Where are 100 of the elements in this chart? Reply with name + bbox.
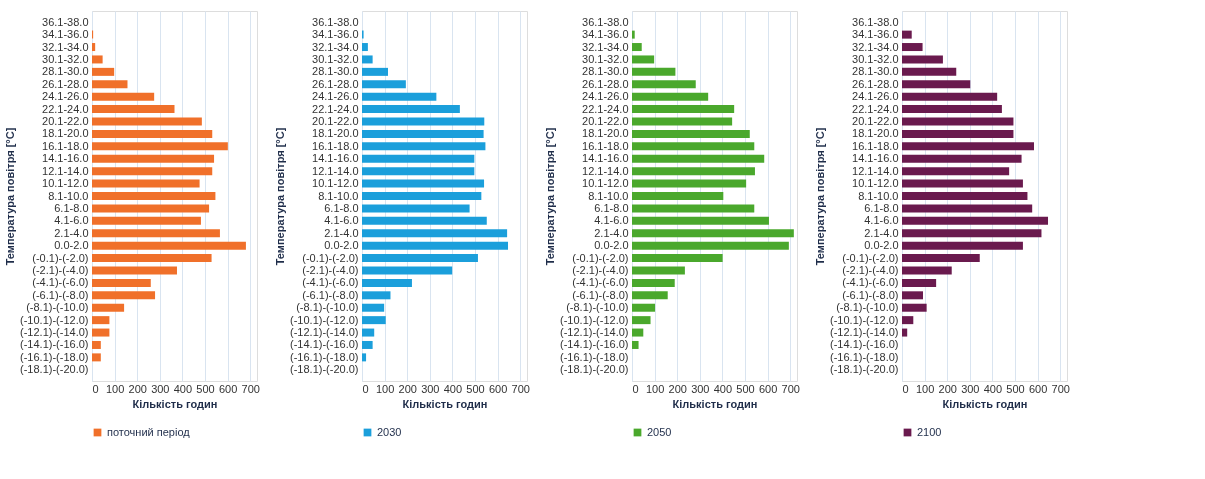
y-tick-label: (-16.1)-(-18.0) bbox=[290, 350, 359, 363]
y-tick-label: (-10.1)-(-12.0) bbox=[560, 313, 629, 326]
y-tick-label: 10.1-12.0 bbox=[582, 177, 629, 190]
bar bbox=[92, 216, 201, 225]
y-axis-title: Температура повітря [°C] bbox=[274, 127, 287, 266]
x-tick-label: 200 bbox=[938, 382, 957, 395]
bar bbox=[902, 229, 1042, 238]
y-tick-label: 14.1-16.0 bbox=[312, 152, 359, 165]
y-tick-label: 4.1-6.0 bbox=[54, 214, 89, 227]
y-tick-label: 16.1-18.0 bbox=[312, 139, 359, 152]
y-tick-label: 14.1-16.0 bbox=[582, 152, 629, 165]
bar bbox=[362, 204, 470, 213]
bar bbox=[632, 266, 685, 275]
y-tick-label: 28.1-30.0 bbox=[582, 65, 629, 78]
x-axis-title: Кількість годин bbox=[942, 397, 1028, 410]
bar bbox=[92, 340, 101, 349]
bar bbox=[902, 204, 1033, 213]
bar bbox=[902, 55, 943, 64]
bar bbox=[362, 291, 391, 300]
bar bbox=[362, 266, 453, 275]
y-tick-label: 8.1-10.0 bbox=[588, 189, 629, 202]
bar bbox=[902, 216, 1049, 225]
x-tick-label: 600 bbox=[1028, 382, 1048, 395]
y-tick-label: (-14.1)-(-16.0) bbox=[560, 338, 629, 351]
y-axis-title: Температура повітря [°C] bbox=[4, 127, 17, 266]
bar bbox=[92, 43, 96, 52]
bar bbox=[92, 241, 246, 250]
y-tick-label: (-16.1)-(-18.0) bbox=[20, 350, 89, 363]
y-tick-label: 24.1-26.0 bbox=[852, 90, 899, 103]
x-tick-label: 700 bbox=[781, 382, 800, 395]
x-tick-label: 400 bbox=[983, 382, 1003, 395]
y-tick-label: 32.1-34.0 bbox=[852, 40, 899, 53]
y-tick-label: 22.1-24.0 bbox=[582, 102, 629, 115]
bar bbox=[362, 192, 482, 200]
bar bbox=[92, 316, 110, 325]
bar bbox=[362, 328, 375, 337]
x-tick-label: 0 bbox=[362, 382, 369, 395]
y-tick-label: 4.1-6.0 bbox=[594, 214, 629, 227]
y-tick-label: 2.1-4.0 bbox=[54, 226, 89, 239]
y-tick-label: 12.1-14.0 bbox=[312, 164, 359, 177]
y-tick-label: 20.1-22.0 bbox=[852, 115, 899, 128]
y-tick-label: (-4.1)-(-6.0) bbox=[842, 276, 899, 289]
bar bbox=[362, 167, 475, 176]
x-tick-label: 600 bbox=[488, 382, 508, 395]
x-tick-label: 400 bbox=[173, 382, 193, 395]
bar bbox=[902, 129, 1014, 138]
bar bbox=[92, 192, 216, 200]
bar bbox=[632, 105, 735, 114]
y-tick-label: 8.1-10.0 bbox=[318, 189, 359, 202]
y-tick-label: 30.1-32.0 bbox=[312, 52, 359, 65]
bar bbox=[92, 67, 115, 76]
y-tick-label: 26.1-28.0 bbox=[582, 77, 629, 90]
x-tick-label: 400 bbox=[713, 382, 733, 395]
x-tick-label: 500 bbox=[196, 382, 215, 395]
bar bbox=[92, 204, 210, 213]
x-tick-label: 200 bbox=[398, 382, 417, 395]
bar bbox=[362, 80, 406, 89]
y-tick-label: 28.1-30.0 bbox=[312, 65, 359, 78]
bar bbox=[632, 254, 723, 263]
x-tick-label: 100 bbox=[915, 382, 935, 395]
y-tick-label: 10.1-12.0 bbox=[852, 177, 899, 190]
bar bbox=[902, 303, 927, 312]
y-tick-label: (-6.1)-(-8.0) bbox=[32, 288, 89, 301]
y-tick-label: (-12.1)-(-14.0) bbox=[20, 326, 89, 339]
y-tick-label: (-8.1)-(-10.0) bbox=[296, 301, 359, 314]
x-tick-label: 200 bbox=[128, 382, 147, 395]
y-tick-label: (-4.1)-(-6.0) bbox=[572, 276, 629, 289]
bar bbox=[92, 142, 228, 151]
bar bbox=[632, 43, 642, 52]
y-tick-label: 30.1-32.0 bbox=[42, 52, 89, 65]
bar bbox=[92, 117, 202, 126]
y-tick-label: (-18.1)-(-20.0) bbox=[20, 363, 89, 376]
x-tick-label: 300 bbox=[961, 382, 980, 395]
bar bbox=[632, 216, 769, 225]
y-tick-label: (-0.1)-(-2.0) bbox=[302, 251, 359, 264]
y-tick-label: (-10.1)-(-12.0) bbox=[830, 313, 899, 326]
y-tick-label: (-12.1)-(-14.0) bbox=[560, 326, 629, 339]
bar bbox=[362, 216, 487, 225]
y-tick-label: 20.1-22.0 bbox=[42, 115, 89, 128]
x-tick-label: 600 bbox=[758, 382, 778, 395]
y-tick-label: 30.1-32.0 bbox=[582, 52, 629, 65]
bar bbox=[902, 291, 924, 300]
y-tick-label: 32.1-34.0 bbox=[312, 40, 359, 53]
y-tick-label: 18.1-20.0 bbox=[852, 127, 899, 140]
y-tick-label: (-2.1)-(-4.0) bbox=[572, 263, 629, 276]
y-tick-label: 6.1-8.0 bbox=[864, 201, 899, 214]
y-tick-label: 28.1-30.0 bbox=[42, 65, 89, 78]
y-tick-label: 18.1-20.0 bbox=[582, 127, 629, 140]
y-tick-label: 22.1-24.0 bbox=[312, 102, 359, 115]
y-tick-label: (-6.1)-(-8.0) bbox=[572, 288, 629, 301]
y-tick-label: 20.1-22.0 bbox=[312, 115, 359, 128]
bar bbox=[92, 80, 128, 89]
y-tick-label: 34.1-36.0 bbox=[312, 28, 359, 41]
y-tick-label: (-2.1)-(-4.0) bbox=[302, 263, 359, 276]
x-tick-label: 300 bbox=[151, 382, 170, 395]
y-tick-label: 10.1-12.0 bbox=[312, 177, 359, 190]
bar bbox=[362, 229, 508, 238]
bar bbox=[92, 353, 101, 362]
bar bbox=[362, 105, 460, 114]
y-tick-label: 36.1-38.0 bbox=[852, 15, 899, 28]
